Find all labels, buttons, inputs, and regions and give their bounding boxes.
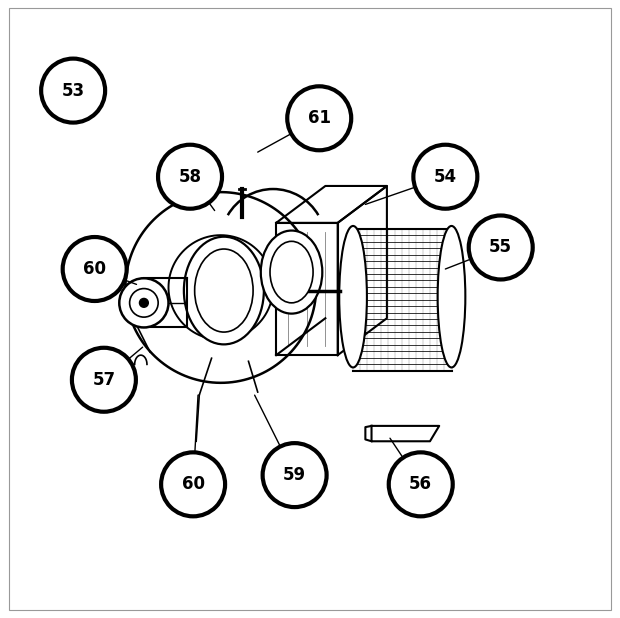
Circle shape [41,59,105,122]
Circle shape [119,278,169,328]
Text: 57: 57 [92,371,115,389]
Circle shape [469,216,533,279]
Ellipse shape [261,231,322,313]
Ellipse shape [184,237,264,344]
Circle shape [389,452,453,516]
Text: 53: 53 [61,82,85,99]
Text: 55: 55 [489,239,512,256]
Circle shape [161,452,225,516]
Circle shape [140,298,148,307]
Text: 56: 56 [409,475,432,493]
Text: 54: 54 [434,167,457,186]
Ellipse shape [195,249,253,332]
Ellipse shape [270,241,313,303]
Circle shape [63,237,126,301]
Polygon shape [338,186,387,355]
Text: 60: 60 [182,475,205,493]
Circle shape [287,87,351,150]
Ellipse shape [438,226,466,368]
Text: 59: 59 [283,466,306,484]
Circle shape [263,443,327,507]
Circle shape [414,145,477,209]
Polygon shape [276,223,338,355]
Text: 58: 58 [179,167,202,186]
Polygon shape [276,186,387,223]
Polygon shape [371,426,439,441]
Circle shape [158,145,222,209]
Text: 60: 60 [83,260,106,278]
Circle shape [72,348,136,412]
Circle shape [130,289,158,317]
Text: 61: 61 [308,109,330,127]
Ellipse shape [339,226,367,368]
